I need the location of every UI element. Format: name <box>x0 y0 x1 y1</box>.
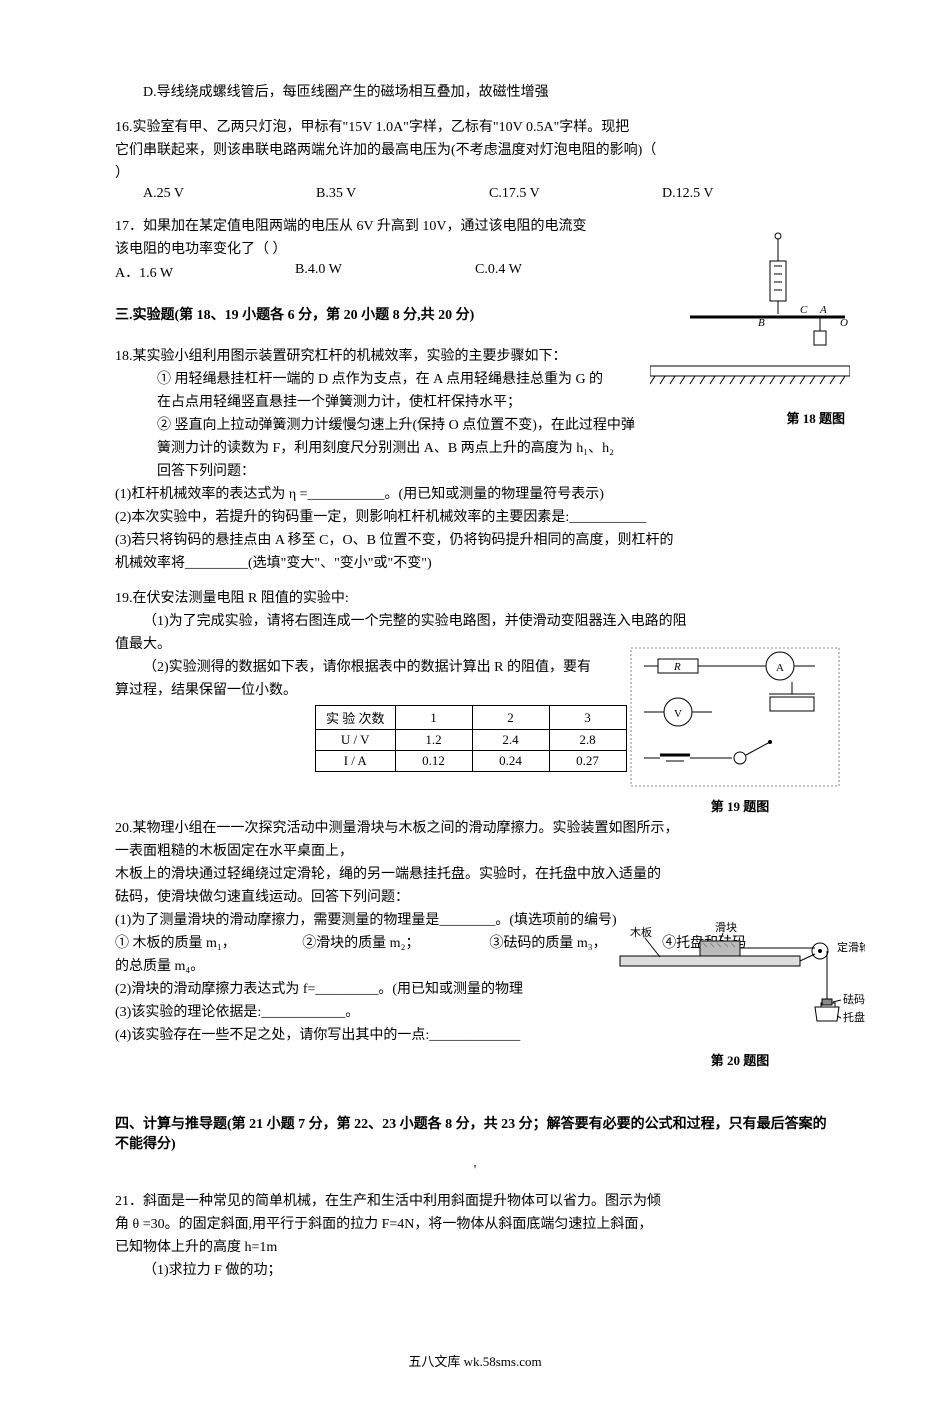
svg-text:A: A <box>776 662 784 674</box>
q16-stem-1: 16.实验室有甲、乙两只灯泡，甲标有"15V 1.0A"字样，乙标有"10V 0… <box>115 117 835 138</box>
q18-l6: 回答下列问题： <box>115 461 835 482</box>
q16-options: A.25 V B.35 V C.17.5 V D.12.5 V <box>143 186 835 202</box>
q17-opt-a: A．1.6 W <box>115 262 295 282</box>
q19-l2: （1)为了完成实验，请将右图连成一个完整的实验电路图，并使滑动变阻器连入电路的阻 <box>115 611 835 632</box>
svg-text:R: R <box>673 661 681 673</box>
q21-l4: （1)求拉力 F 做的功； <box>115 1260 835 1281</box>
q16-opt-d: D.12.5 V <box>662 186 835 202</box>
page-footer: 五八文库 wk.58sms.com <box>115 1351 835 1370</box>
q21-l2: 角 θ =30。的固定斜面,用平行于斜面的拉力 F=4N，将一物体从斜面底端匀速… <box>115 1214 835 1235</box>
fig-19: R A V <box>630 647 850 815</box>
q20-l4: 砝码，使滑块做匀速直线运动。回答下列问题： <box>115 887 835 908</box>
svg-text:滑块: 滑块 <box>715 921 737 934</box>
q20-l2: 一表面粗糙的木板固定在水平桌面上， <box>115 841 835 862</box>
fig-19-caption: 第 19 题图 <box>630 796 850 815</box>
svg-text:托盘: 托盘 <box>843 1010 865 1024</box>
q21-l3: 已知物体上升的高度 h=1m <box>115 1237 835 1258</box>
q20-l6b: ②滑块的质量 m₂； <box>302 933 489 954</box>
svg-text:A: A <box>819 304 827 316</box>
table-cell: 2.4 <box>472 730 549 751</box>
q16-opt-c: C.17.5 V <box>489 186 662 202</box>
svg-text:木板: 木板 <box>630 925 652 939</box>
table-cell: 0.12 <box>395 751 472 772</box>
table-cell: 3 <box>549 706 626 730</box>
table-cell: 2 <box>472 706 549 730</box>
q18-l3: 在占点用轻绳竖直悬挂一个弹簧测力计，使杠杆保持水平； <box>115 392 835 413</box>
table-row: U / V 1.2 2.4 2.8 <box>316 730 627 751</box>
q18-l4: ② 竖直向上拉动弹簧测力计缓慢匀速上升(保持 O 点位置不变)，在此过程中弹 <box>115 415 835 436</box>
table-cell: 1 <box>395 706 472 730</box>
q18-l5: 簧测力计的读数为 F，利用刻度尺分别测出 A、B 两点上升的高度为 h₁、h₂ <box>115 438 835 459</box>
table-cell: I / A <box>316 751 396 772</box>
table-cell: 0.27 <box>549 751 626 772</box>
table-cell: 2.8 <box>549 730 626 751</box>
svg-text:定滑轮: 定滑轮 <box>837 940 865 954</box>
table-row: 实 验 次数 1 2 3 <box>316 706 627 730</box>
q21-l1: 21．斜面是一种常见的简单机械，在生产和生活中利用斜面提升物体可以省力。图示为倾 <box>115 1191 835 1212</box>
q17-opt-c: C.0.4 W <box>475 262 655 282</box>
table-cell: 1.2 <box>395 730 472 751</box>
q16-opt-a: A.25 V <box>143 186 316 202</box>
table-cell: 0.24 <box>472 751 549 772</box>
q20-l1: 20.某物理小组在一一次探究活动中测量滑块与木板之间的滑动摩擦力。实验装置如图所… <box>115 818 835 839</box>
table-cell: U / V <box>316 730 396 751</box>
q16-opt-b: B.35 V <box>316 186 489 202</box>
fig-20-caption: 第 20 题图 <box>615 1050 865 1069</box>
q18-l10: 机械效率将_________(选填"变大"、"变小"或"不变") <box>115 553 835 574</box>
svg-text:C: C <box>800 304 808 316</box>
q20-l6a: ① 木板的质量 m₁， <box>115 933 302 954</box>
q18-l7: (1)杠杆机械效率的表达式为 η =___________。(用已知或测量的物理… <box>115 484 835 505</box>
fig-18: B C A O <box>650 226 850 386</box>
table-cell: 实 验 次数 <box>316 706 396 730</box>
fig-18-caption: 第 18 题图 <box>786 408 845 427</box>
table-row: I / A 0.12 0.24 0.27 <box>316 751 627 772</box>
q19-data-table: 实 验 次数 1 2 3 U / V 1.2 2.4 2.8 I / A 0.1… <box>315 705 627 772</box>
q20-l3: 木板上的滑块通过轻绳绕过定滑轮，绳的另一端悬挂托盘。实验时，在托盘中放入适量的 <box>115 864 835 885</box>
fig-20: 木板 滑块 定滑轮 砝码 托盘 第 20 题图 <box>615 921 865 1069</box>
svg-text:B: B <box>758 317 765 329</box>
section-4-title: 四、计算与推导题(第 21 小题 7 分，第 22、23 小题各 8 分，共 2… <box>115 1113 835 1153</box>
q18-l9: (3)若只将钩码的悬挂点由 A 移至 C，O、B 位置不变，仍将钩码提升相同的高… <box>115 530 835 551</box>
q17-opt-b: B.4.0 W <box>295 262 475 282</box>
svg-text:O: O <box>840 317 848 329</box>
svg-text:V: V <box>674 708 682 720</box>
q16-stem-2: 它们串联起来，则该串联电路两端允许加的最高电压为(不考虑温度对灯泡电阻的影响)（ <box>115 140 835 161</box>
q15-option-d: D.导线绕成螺线管后，每匝线圈产生的磁场相互叠加，故磁性增强 <box>115 82 835 103</box>
q16-stem-3: ） <box>115 163 835 184</box>
svg-text:砝码: 砝码 <box>843 992 865 1006</box>
section-4-tick: ' <box>115 1163 835 1179</box>
q18-l8: (2)本次实验中，若提升的钩码重一定，则影响杠杆机械效率的主要因素是:_____… <box>115 507 835 528</box>
q19-l1: 19.在伏安法测量电阻 R 阻值的实验中: <box>115 588 835 609</box>
